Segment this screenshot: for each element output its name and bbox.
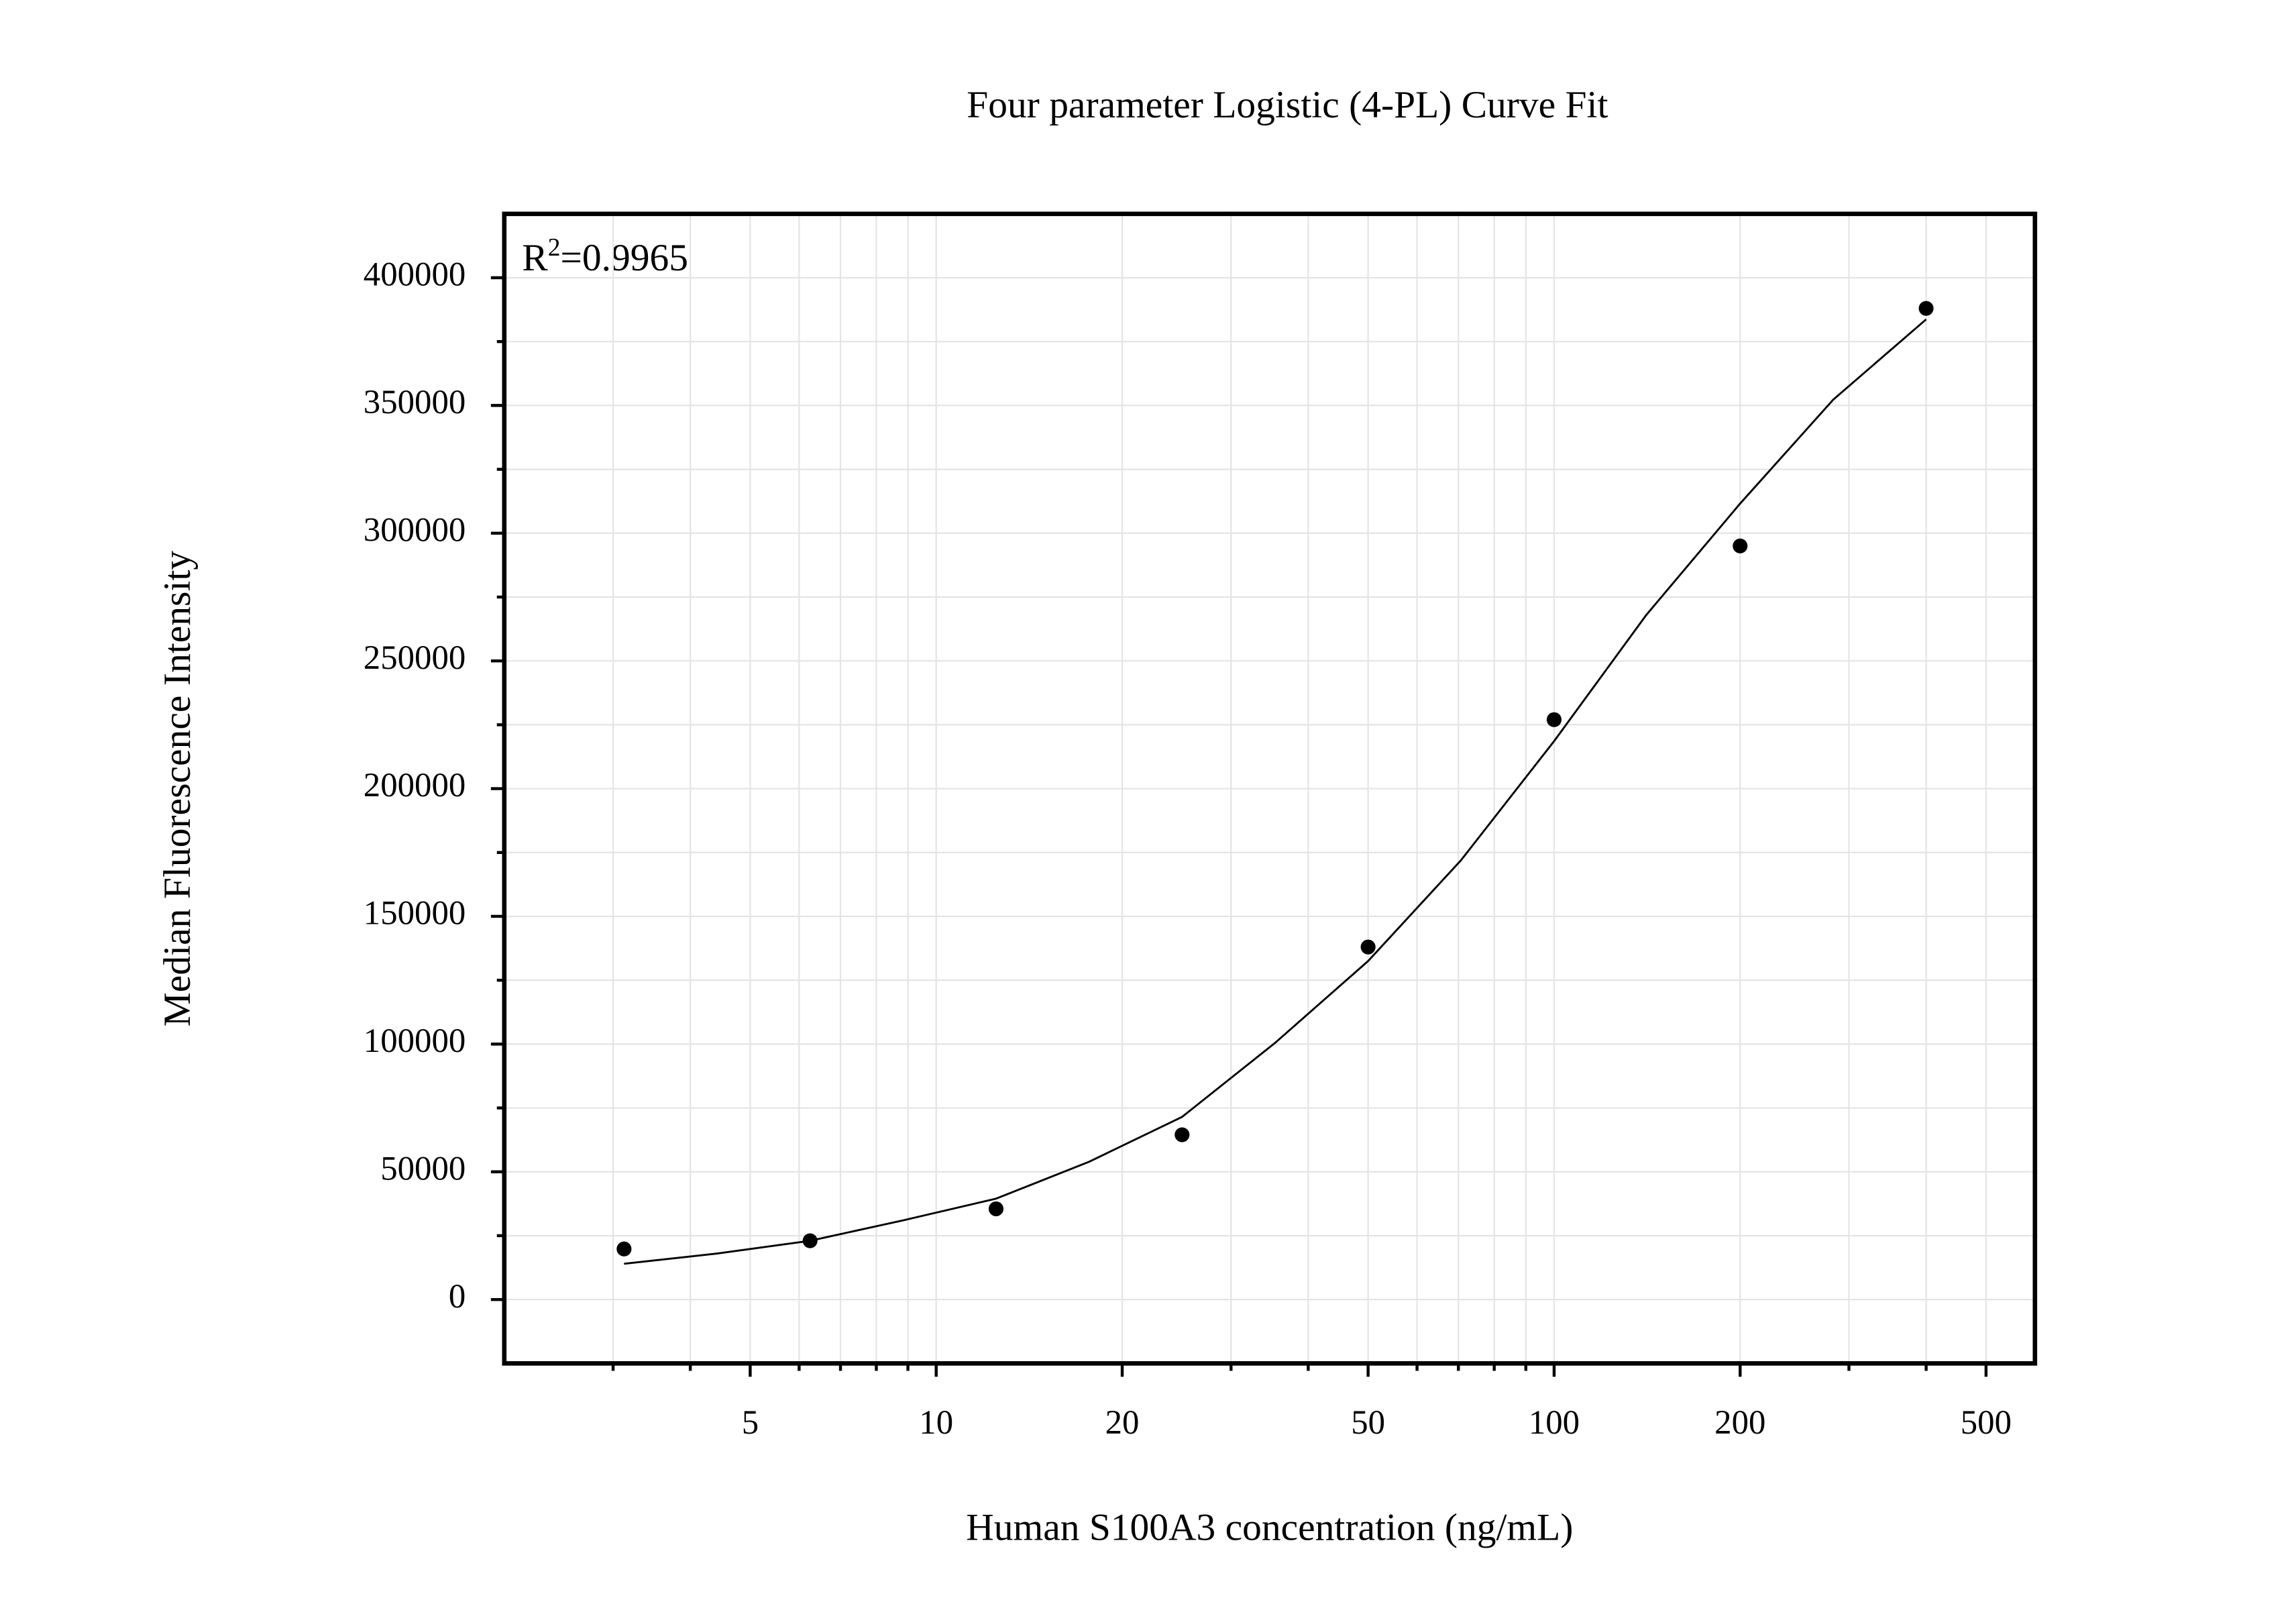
r-squared: R2=0.9965 [522,233,688,279]
x-tick-label: 50 [1351,1404,1385,1442]
y-tick-label: 250000 [364,639,466,677]
data-point [1360,939,1376,955]
chart-title: Four parameter Logistic (4-PL) Curve Fit [967,84,1608,126]
x-tick-label: 20 [1105,1404,1140,1442]
data-point [1174,1127,1190,1142]
x-tick-label: 200 [1714,1404,1765,1442]
y-tick-label: 200000 [364,767,466,804]
r-value: =0.9965 [561,237,688,279]
data-point [1733,538,1748,553]
y-tick-label: 300000 [364,511,466,549]
superscript: 2 [548,233,561,262]
x-tick-label: 10 [919,1404,953,1442]
data-point [988,1201,1004,1217]
x-tick-label: 100 [1529,1404,1580,1442]
y-tick-label: 50000 [380,1150,466,1187]
y-tick-label: 400000 [364,256,466,294]
x-tick-label: 5 [742,1404,759,1442]
r-symbol: R [522,237,548,279]
fit-curve [624,318,1927,1265]
plot-frame [502,211,2038,1366]
y-tick-label: 100000 [364,1022,466,1060]
y-axis-label: Median Fluorescence Intensity [156,551,199,1027]
data-point [802,1233,818,1248]
x-tick-label: 500 [1961,1404,2012,1442]
x-axis-label: Human S100A3 concentration (ng/mL) [966,1507,1573,1549]
y-tick-label: 350000 [364,384,466,421]
y-tick-label: 150000 [364,895,466,932]
data-point [1918,301,1934,316]
data-point [1546,712,1562,727]
y-tick-label: 0 [449,1278,466,1316]
data-point [616,1241,632,1257]
